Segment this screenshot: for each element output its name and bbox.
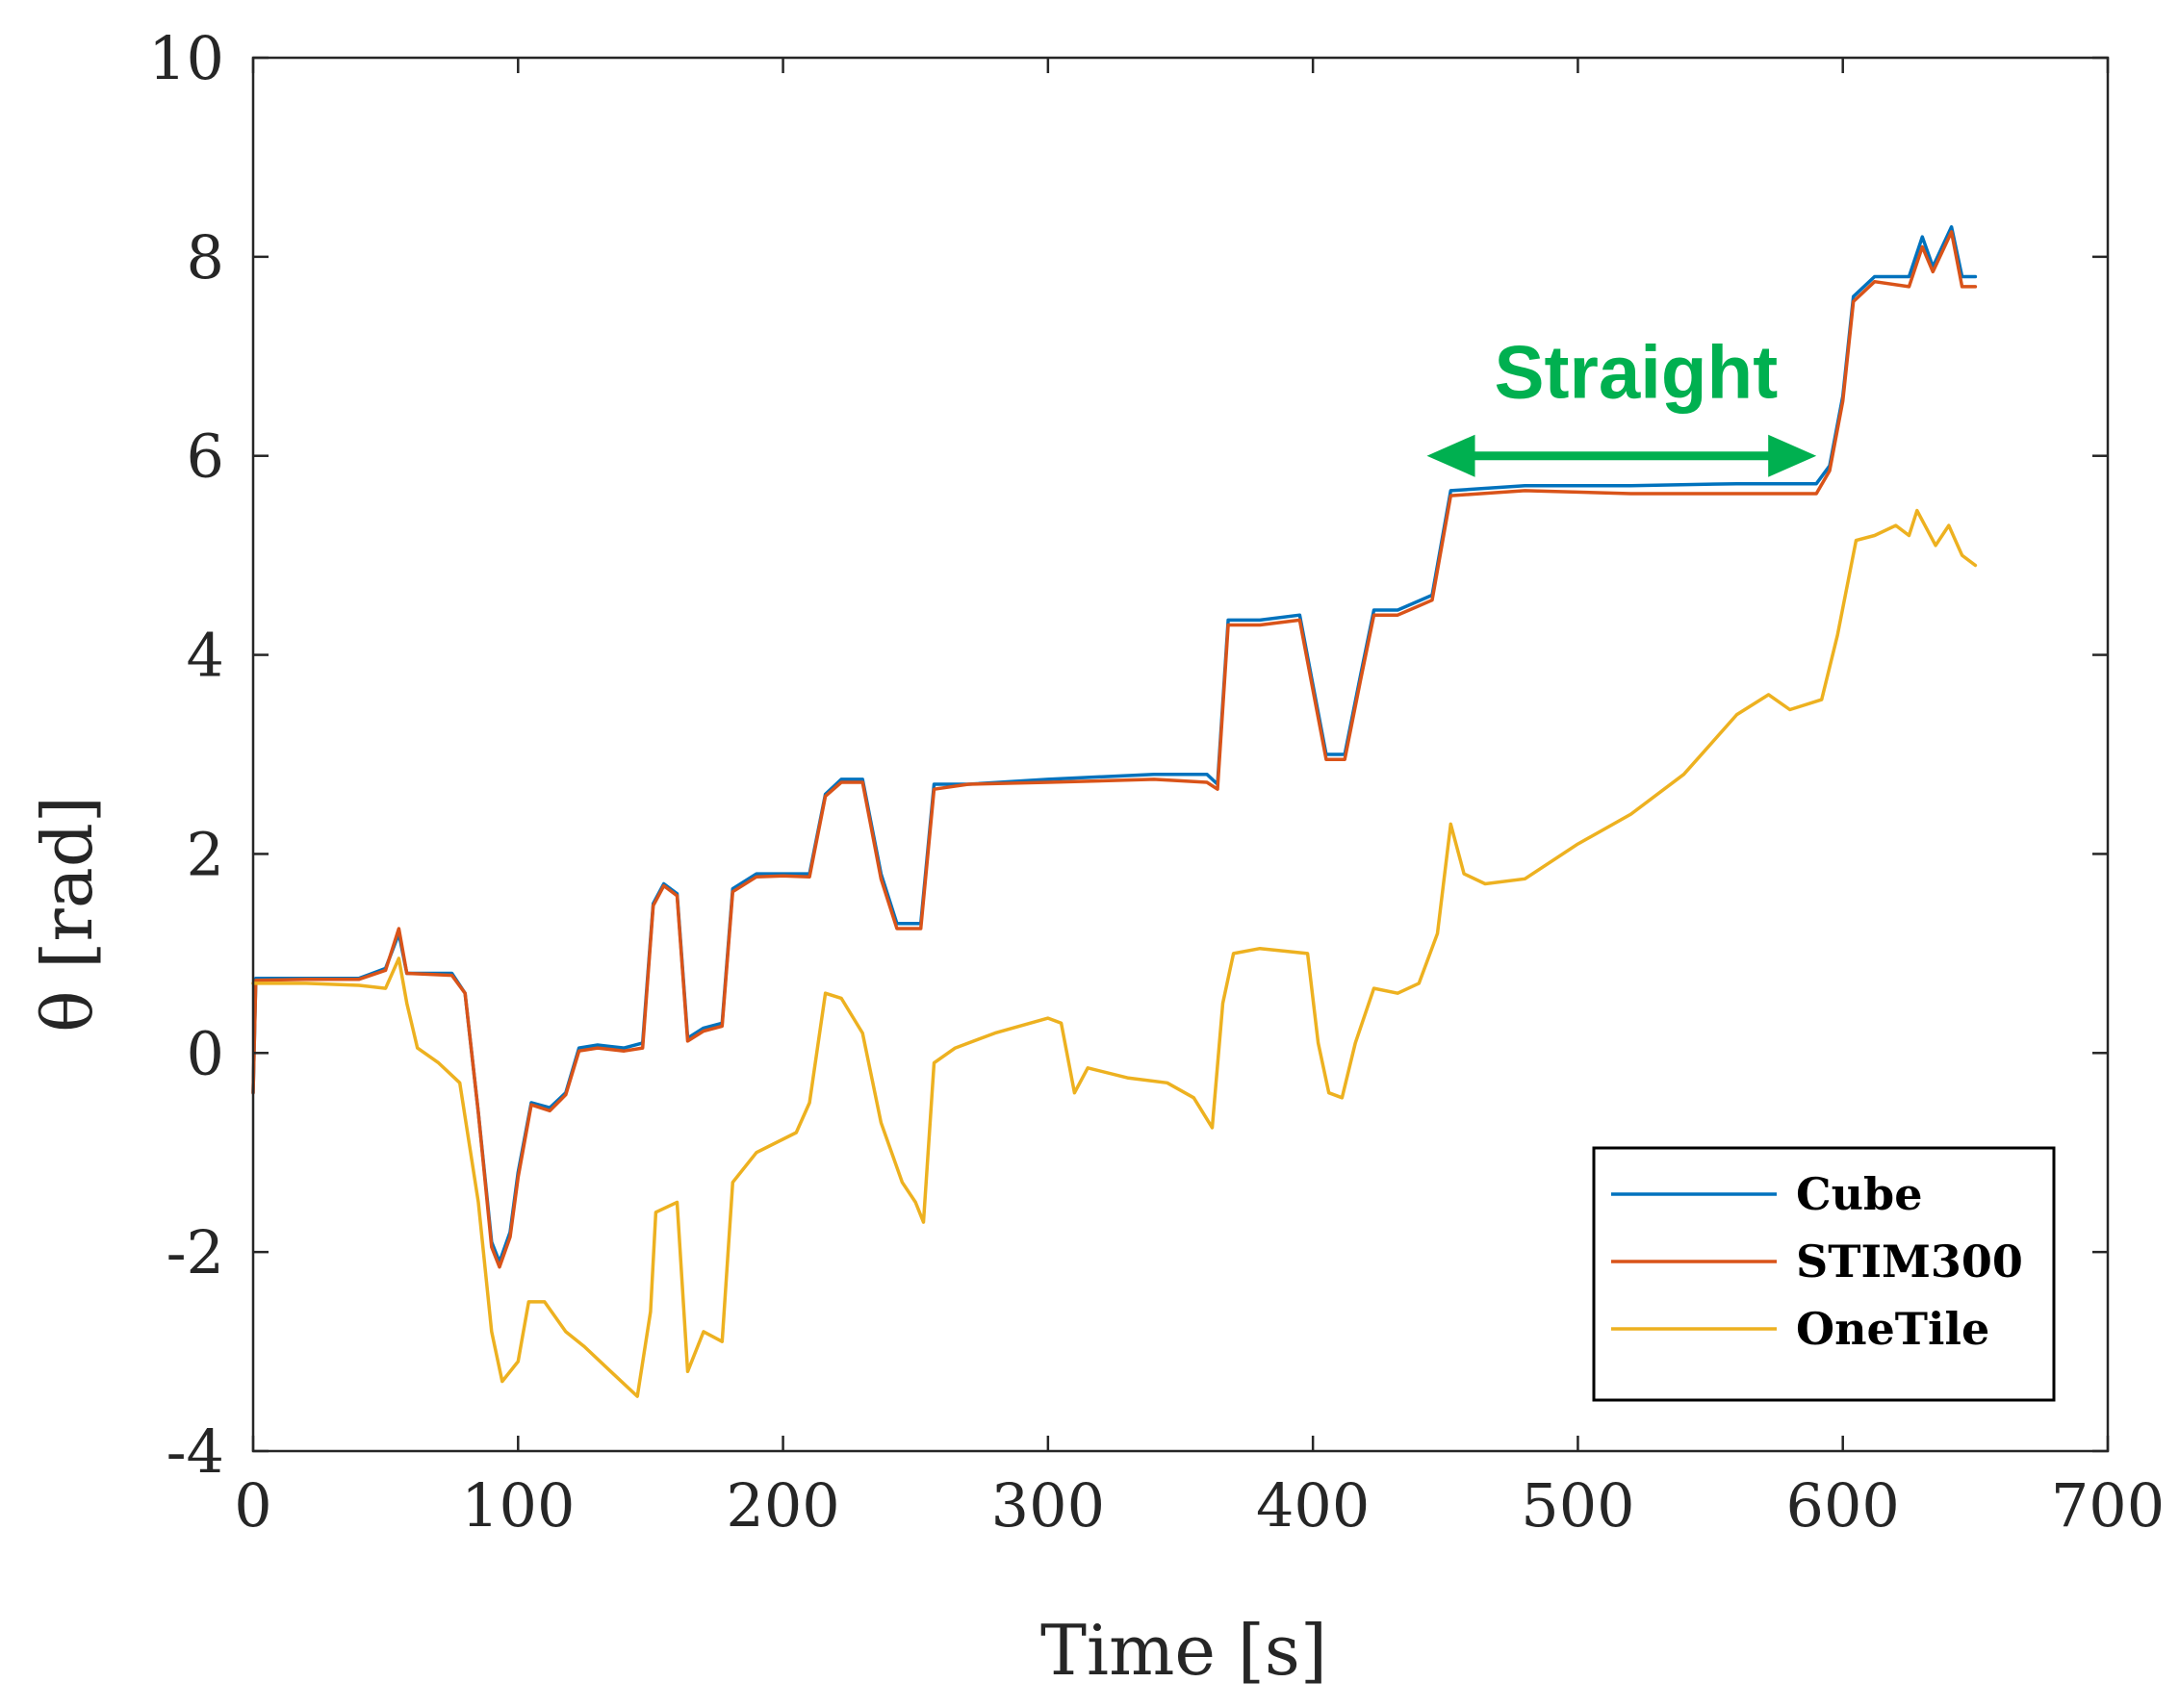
- y-tick-label: -2: [167, 1217, 224, 1287]
- chart-marks: [251, 225, 1978, 1398]
- legend: Cube STIM300 OneTile: [1592, 1146, 2056, 1402]
- y-tick-label: 4: [187, 621, 224, 691]
- legend-box: [1592, 1146, 2056, 1402]
- legend-label-cube: Cube: [1796, 1168, 1923, 1220]
- legend-label-onetile: OneTile: [1796, 1303, 1989, 1355]
- legend-label-stim300: STIM300: [1796, 1236, 2023, 1287]
- series-line-onetile: [251, 508, 1978, 1398]
- y-tick-label: -4: [167, 1416, 224, 1487]
- x-tick-label: 300: [991, 1470, 1105, 1541]
- y-tick-label: 6: [187, 421, 224, 492]
- y-tick-label: 0: [187, 1018, 224, 1088]
- chart-axes: 0 100 200 300 400 500 600 700 -4 -2 0 2 4 6 8 10: [148, 23, 2165, 1541]
- plot-frame: [251, 56, 2110, 1453]
- y-axis-title: θ [rad]: [27, 796, 108, 1032]
- annotation-label: Straight: [1495, 330, 1779, 415]
- annotation-arrow-head-right: [1768, 434, 1817, 477]
- y-tick-label: 2: [187, 819, 224, 889]
- annotation-arrow-head-left: [1426, 434, 1475, 477]
- x-tick-label: 200: [726, 1470, 839, 1541]
- x-tick-label: 500: [1521, 1470, 1634, 1541]
- x-tick-label: 100: [461, 1470, 575, 1541]
- y-tick-label: 8: [187, 222, 224, 293]
- series-line-stim300: [251, 230, 1978, 1269]
- x-tick-label: 600: [1786, 1470, 1900, 1541]
- x-tick-label: 700: [2051, 1470, 2165, 1541]
- x-tick-label: 0: [234, 1470, 271, 1541]
- annotation-straight: Straight: [1426, 330, 1817, 477]
- y-tick-label: 10: [148, 23, 224, 93]
- x-axis-title: Time [s]: [1040, 1610, 1327, 1691]
- x-tick-label: 400: [1256, 1470, 1370, 1541]
